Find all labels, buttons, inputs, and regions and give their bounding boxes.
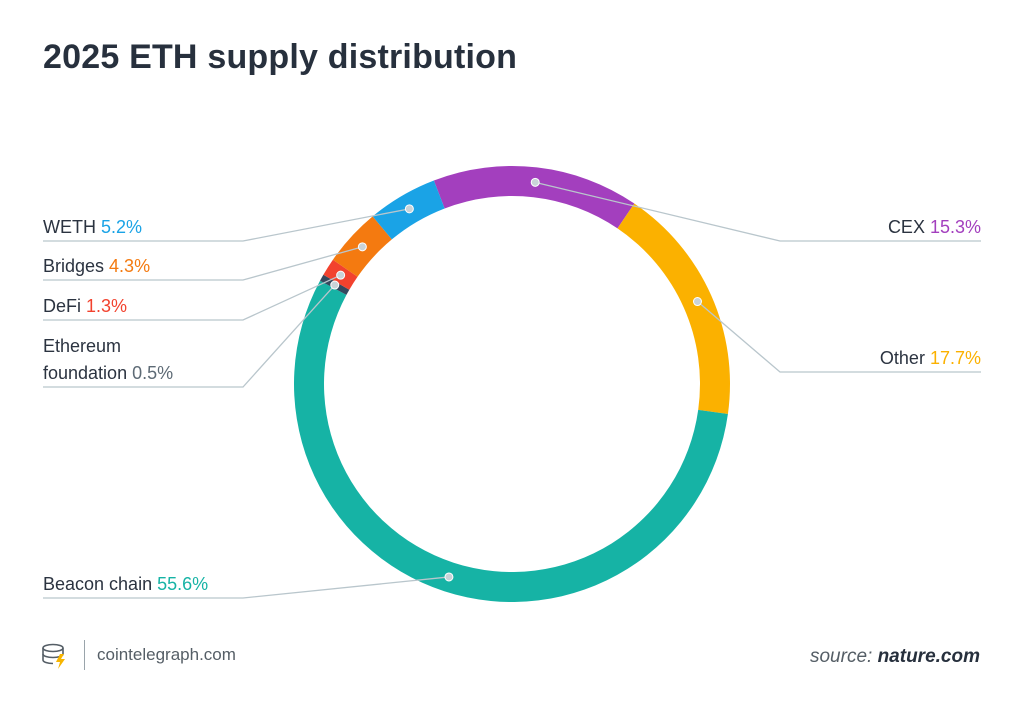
label-value: 15.3% bbox=[930, 217, 981, 237]
source-name: nature.com bbox=[877, 646, 980, 667]
label-name: WETH bbox=[43, 217, 101, 237]
leader-line-weth bbox=[43, 208, 410, 242]
label-name: CEX bbox=[888, 217, 930, 237]
label-name-line1: Ethereum bbox=[43, 336, 121, 356]
brand-link[interactable]: cointelegraph.com bbox=[97, 645, 236, 664]
leader-dot-weth bbox=[404, 204, 414, 214]
label-bridges: Bridges 4.3% bbox=[43, 256, 150, 276]
label-value: 17.7% bbox=[930, 348, 981, 368]
leader-line-beacon bbox=[43, 576, 450, 599]
chart-title: 2025 ETH supply distribution bbox=[43, 38, 518, 76]
slice-cex bbox=[433, 166, 635, 229]
label-defi: DeFi 1.3% bbox=[43, 296, 127, 316]
label-value: 55.6% bbox=[157, 574, 208, 594]
label-cex: CEX 15.3% bbox=[888, 217, 981, 237]
label-value: 0.5% bbox=[132, 363, 173, 383]
label-weth: WETH 5.2% bbox=[43, 217, 142, 237]
source-credit: source: nature.com bbox=[810, 646, 980, 668]
slice-beacon bbox=[294, 280, 728, 603]
leader-dot-defi bbox=[336, 270, 346, 280]
leader-dot-bridges bbox=[357, 242, 367, 252]
leader-line-bridges bbox=[43, 246, 363, 281]
leader-dot-foundation bbox=[330, 280, 340, 290]
label-name: Bridges bbox=[43, 256, 109, 276]
leader-line-cex bbox=[535, 181, 981, 242]
leader-line-other bbox=[697, 301, 981, 373]
label-name: DeFi bbox=[43, 296, 86, 316]
brand-footer: cointelegraph.com bbox=[40, 640, 236, 670]
slice-other bbox=[617, 203, 730, 415]
label-beacon: Beacon chain 55.6% bbox=[43, 574, 208, 594]
leader-dot-beacon bbox=[444, 572, 454, 582]
leader-dot-cex bbox=[530, 177, 540, 187]
label-value: 1.3% bbox=[86, 296, 127, 316]
label-name: Beacon chain bbox=[43, 574, 157, 594]
brand-divider bbox=[84, 640, 85, 670]
label-foundation: Ethereum foundation 0.5% bbox=[43, 336, 173, 383]
cointelegraph-logo-icon bbox=[42, 643, 65, 669]
source-prefix: source: bbox=[809, 646, 873, 667]
label-value: 4.3% bbox=[109, 256, 150, 276]
label-other: Other 17.7% bbox=[880, 348, 981, 368]
label-name: Other bbox=[880, 348, 930, 368]
leader-line-foundation bbox=[43, 284, 336, 388]
label-name-line2: foundation bbox=[43, 363, 132, 383]
leader-line-defi bbox=[43, 274, 341, 321]
leader-dot-other bbox=[692, 297, 702, 307]
label-value: 5.2% bbox=[101, 217, 142, 237]
